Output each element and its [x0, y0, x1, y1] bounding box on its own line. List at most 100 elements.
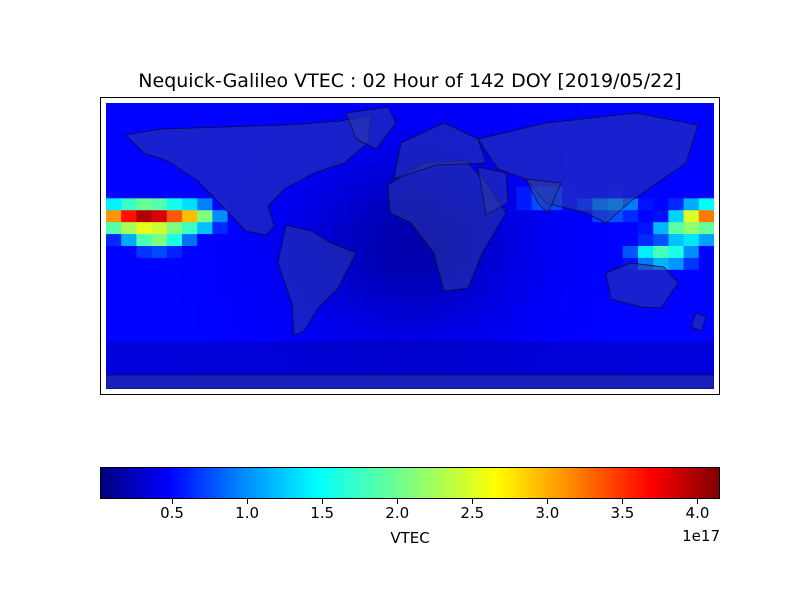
heatmap-cell: [349, 329, 365, 342]
heatmap-cell: [121, 114, 137, 128]
colorbar-gradient: [101, 468, 719, 498]
heatmap-cell: [227, 281, 244, 295]
heatmap-cell: [683, 365, 700, 378]
heatmap-cell: [227, 269, 244, 283]
heatmap-cell: [455, 293, 472, 307]
heatmap-cell: [592, 257, 609, 271]
australia: [605, 262, 679, 309]
heatmap-cell: [592, 353, 609, 366]
heatmap-cell: [546, 329, 563, 342]
heatmap-cell: [698, 198, 714, 211]
heatmap-cell: [653, 305, 669, 319]
heatmap-cell: [318, 103, 335, 116]
heatmap-cell: [379, 329, 396, 342]
heatmap-cell: [166, 341, 183, 354]
heatmap-cell: [394, 353, 411, 366]
heatmap-cell: [486, 269, 502, 283]
heatmap-cell: [166, 269, 183, 283]
heatmap-cell: [258, 114, 274, 128]
heatmap-cell: [546, 210, 563, 223]
heatmap-cell: [227, 305, 244, 319]
heatmap-cell: [455, 305, 472, 319]
heatmap-cell: [410, 317, 426, 331]
heatmap-cell: [364, 234, 381, 247]
heatmap-cell: [303, 210, 320, 223]
colorbar-tick: [397, 499, 399, 504]
heatmap-cell: [638, 317, 654, 331]
heatmap-cell: [334, 317, 350, 331]
heatmap-cell: [136, 353, 153, 366]
heatmap-cell: [698, 269, 714, 283]
heatmap-cell: [212, 114, 229, 128]
heatmap-cell: [668, 317, 685, 331]
heatmap-cell: [516, 293, 533, 307]
heatmap-cell: [334, 174, 350, 188]
heatmap-cell: [242, 341, 259, 354]
heatmap-cell: [364, 281, 381, 295]
heatmap-cell: [470, 365, 487, 378]
heatmap-cell: [577, 257, 593, 271]
heatmap-cell: [151, 317, 168, 331]
heatmap-cell: [288, 103, 305, 116]
heatmap-cell: [501, 269, 517, 283]
heatmap-cell: [577, 317, 593, 331]
heatmap-cell: [410, 103, 426, 116]
heatmap-cell: [258, 269, 274, 283]
heatmap-cell: [486, 281, 502, 295]
heatmap-cell: [486, 329, 502, 342]
continents: [106, 106, 714, 389]
heatmap-cell: [242, 269, 259, 283]
heatmap-cell: [592, 222, 609, 235]
heatmap-cell: [668, 341, 685, 354]
heatmap-cell: [166, 257, 183, 271]
heatmap-cell: [182, 305, 198, 319]
heatmap-cell: [683, 257, 700, 271]
heatmap-cell: [516, 246, 533, 259]
heatmap-cell: [166, 186, 183, 199]
heatmap-cell: [683, 162, 700, 176]
colorbar-tick-label: 0.5: [160, 504, 184, 522]
heatmap-cell: [136, 198, 153, 211]
heatmap-cell: [668, 222, 685, 235]
heatmap-cell: [166, 114, 183, 128]
heatmap-cell: [136, 269, 153, 283]
heatmap-cell: [501, 317, 517, 331]
heatmap-cell: [136, 186, 153, 199]
heatmap-cell: [394, 246, 411, 259]
heatmap-cell: [242, 281, 259, 295]
heatmap-cell: [622, 222, 639, 235]
heatmap-cell: [622, 341, 639, 354]
heatmap-cell: [288, 186, 305, 199]
heatmap-cell: [197, 103, 213, 116]
heatmap-cell: [349, 198, 365, 211]
heatmap-cell: [683, 353, 700, 366]
heatmap-cell: [638, 305, 654, 319]
heatmap-cell: [607, 365, 624, 378]
heatmap-cell: [622, 353, 639, 366]
heatmap-cell: [531, 222, 548, 235]
heatmap-cell: [410, 341, 426, 354]
colorbar-label: VTEC: [390, 529, 430, 547]
heatmap-cell: [334, 341, 350, 354]
heatmap-cell: [440, 293, 457, 307]
heatmap-cell: [379, 246, 396, 259]
heatmap-cell: [653, 210, 669, 223]
heatmap-cell: [486, 341, 502, 354]
heatmap-cell: [121, 365, 137, 378]
heatmap-cell: [592, 234, 609, 247]
heatmap-cell: [683, 210, 700, 223]
heatmap-cell: [531, 329, 548, 342]
heatmap-cell: [531, 365, 548, 378]
heatmap-cell: [136, 305, 153, 319]
heatmap-cell: [197, 198, 213, 211]
heatmap-cell: [501, 222, 517, 235]
heatmap-cell: [653, 198, 669, 211]
heatmap-cell: [364, 246, 381, 259]
heatmap-cell: [653, 341, 669, 354]
heatmap-cell: [683, 186, 700, 199]
heatmap-cell: [166, 174, 183, 188]
heatmap-cell: [638, 365, 654, 378]
heatmap-cell: [303, 174, 320, 188]
heatmap-cell: [531, 257, 548, 271]
heatmap-cell: [318, 305, 335, 319]
